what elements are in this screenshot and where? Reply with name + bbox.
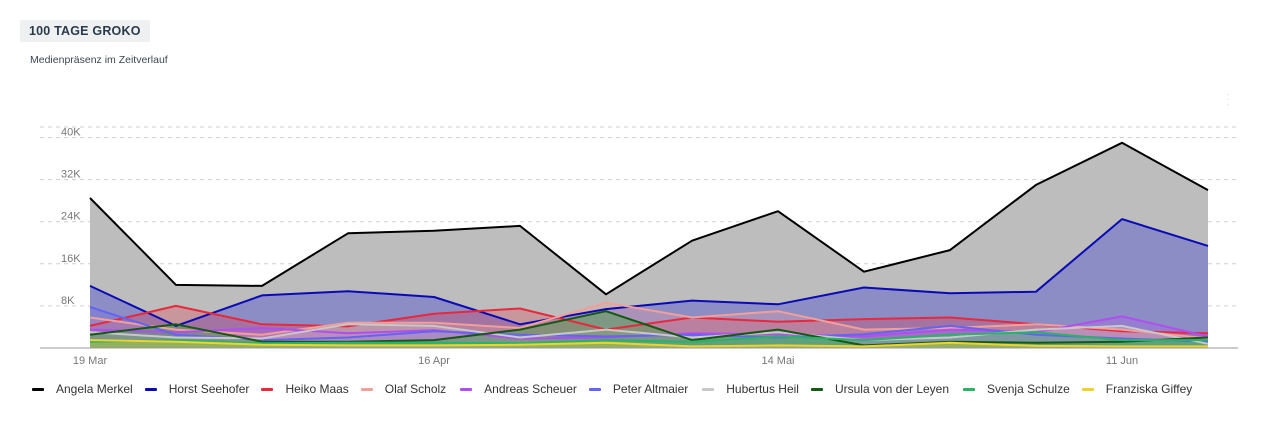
line-heiko-maas[interactable] (89, 304, 1209, 335)
chart-title-box: 100 TAGE GROKO (20, 20, 150, 42)
line-olaf-scholz[interactable] (89, 301, 1209, 340)
legend-item-svenja-schulze[interactable]: Svenja Schulze (963, 382, 1070, 396)
legend-item-olaf-scholz[interactable]: Olaf Scholz (360, 382, 447, 396)
legend-swatch (702, 387, 715, 391)
line-hubertus-heil[interactable] (89, 323, 1209, 345)
line-angela-merkel[interactable] (89, 141, 1209, 296)
legend-item-hubertus-heil[interactable]: Hubertus Heil (702, 382, 799, 396)
x-axis-tick-labels: 19 Mar 16 Apr 14 Mai 11 Jun (73, 355, 1138, 367)
line-ursula-von-der-leyen[interactable] (89, 310, 1209, 347)
legend-label: Ursula von der Leyen (834, 382, 950, 396)
area-andreas-scheuer (90, 316, 1208, 348)
legend-label: Andreas Scheuer (484, 382, 577, 396)
legend-label: Angela Merkel (56, 382, 133, 396)
legend-swatch (460, 387, 473, 391)
legend-swatch (261, 387, 274, 391)
chart-menu-icon[interactable]: · · · (1226, 89, 1230, 109)
x-tick-label: 19 Mar (73, 355, 108, 367)
legend-label: Svenja Schulze (987, 382, 1070, 396)
x-tick-label: 14 Mai (761, 355, 794, 367)
legend-swatch (144, 387, 157, 391)
legend-label: Olaf Scholz (384, 382, 447, 396)
legend-swatch (360, 387, 373, 391)
y-tick-label: 32K (61, 169, 81, 181)
y-axis-tick-labels: 8K 16K 24K 32K 40K (61, 127, 81, 307)
legend-item-heiko-maas[interactable]: Heiko Maas (261, 382, 349, 396)
line-horst-seehofer[interactable] (89, 218, 1209, 327)
legend-item-andreas-scheuer[interactable]: Andreas Scheuer (460, 382, 577, 396)
area-ursula-von-der-leyen (90, 311, 1208, 348)
chart-legend: Angela Merkel Horst Seehofer Heiko Maas Ola… (32, 380, 1192, 398)
chart-subtitle: Medienpräsenz im Zeitverlauf (30, 54, 168, 66)
legend-item-franziska-giffey[interactable]: Franziska Giffey (1081, 382, 1193, 396)
x-tick-label: 11 Jun (1106, 355, 1138, 367)
legend-label: Heiko Maas (285, 382, 349, 396)
legend-item-horst-seehofer[interactable]: Horst Seehofer (144, 382, 250, 396)
y-tick-label: 24K (61, 211, 81, 223)
chart-title: 100 TAGE GROKO (29, 24, 141, 38)
line-svenja-schulze[interactable] (89, 331, 1208, 345)
legend-swatch (32, 387, 44, 391)
y-tick-label: 16K (61, 253, 81, 265)
legend-label: Peter Altmaier (612, 382, 689, 396)
legend-swatch (963, 387, 976, 391)
y-tick-label: 8K (61, 295, 75, 307)
series-areas (90, 142, 1208, 348)
line-franziska-giffey[interactable] (89, 339, 1208, 348)
y-tick-label: 40K (61, 127, 81, 139)
legend-item-ursula-von-der-leyen[interactable]: Ursula von der Leyen (810, 382, 950, 396)
legend-swatch (588, 387, 601, 391)
legend-item-angela-merkel[interactable]: Angela Merkel (32, 382, 133, 396)
legend-label: Franziska Giffey (1105, 382, 1193, 396)
area-horst-seehofer (90, 219, 1208, 348)
legend-swatch (1081, 387, 1094, 391)
legend-label: Horst Seehofer (168, 382, 250, 396)
x-tick-label: 16 Apr (418, 355, 450, 367)
legend-swatch (810, 387, 823, 391)
legend-item-peter-altmaier[interactable]: Peter Altmaier (588, 382, 689, 396)
legend-label: Hubertus Heil (726, 382, 799, 396)
series-lines (89, 141, 1209, 348)
